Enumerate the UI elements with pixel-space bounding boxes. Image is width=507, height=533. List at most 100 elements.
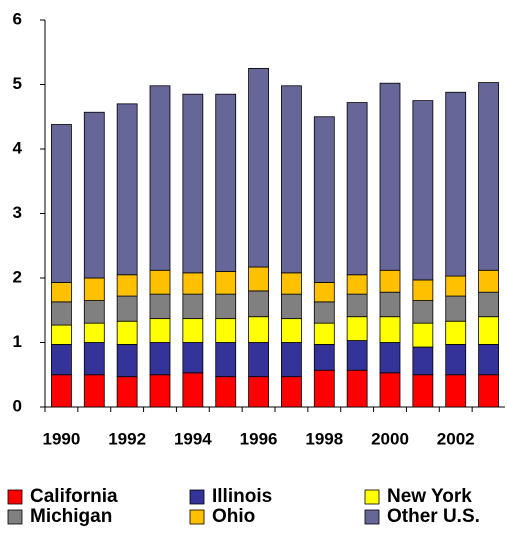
- bar-segment: [83, 111, 105, 279]
- bar-segment: [182, 372, 204, 408]
- bar-segment: [478, 316, 499, 345]
- bar-segment: [51, 124, 72, 283]
- legend-swatch: [7, 489, 23, 505]
- bar-segment: [346, 369, 368, 408]
- bar-segment: [149, 85, 171, 271]
- bar-segment: [478, 269, 499, 293]
- bar-segment: [379, 82, 401, 271]
- bar-segment: [83, 277, 105, 301]
- legend-label: Ohio: [212, 506, 255, 527]
- bar-segment: [149, 342, 171, 376]
- bar-segment: [379, 342, 401, 374]
- bar-segment: [445, 91, 467, 277]
- bar-segment: [346, 274, 368, 295]
- bar-segment: [412, 374, 434, 408]
- y-tick-label: 2: [13, 267, 22, 286]
- bar-segment: [83, 342, 105, 376]
- bar-segment: [116, 320, 138, 345]
- bar-segment: [149, 293, 171, 320]
- bar-segment: [83, 374, 105, 408]
- bar-segment: [313, 116, 335, 283]
- bar-segment: [248, 342, 269, 378]
- bar-segment: [281, 376, 302, 408]
- y-tick-label: 3: [13, 203, 22, 222]
- bar-segment: [116, 274, 138, 297]
- bar-segment: [445, 275, 467, 297]
- legend-swatch: [189, 509, 205, 525]
- bar-segment: [182, 93, 204, 274]
- bar-segment: [346, 102, 368, 276]
- bar-segment: [51, 344, 72, 376]
- bar-segment: [281, 272, 302, 295]
- bar-segment: [412, 300, 434, 324]
- bar-segment: [215, 271, 237, 295]
- bar-segment: [445, 374, 467, 408]
- bar-segment: [83, 300, 105, 324]
- legend-swatch: [189, 489, 205, 505]
- bar-segment: [281, 342, 302, 378]
- bar-segment: [412, 346, 434, 376]
- bar-segment: [281, 318, 302, 343]
- bar-segment: [248, 67, 269, 268]
- bar-segment: [182, 293, 204, 320]
- bar-segment: [149, 374, 171, 408]
- bar-segment: [379, 372, 401, 408]
- bar-segment: [281, 293, 302, 320]
- bar-segment: [248, 290, 269, 318]
- x-tick-label: 2002: [437, 429, 475, 448]
- bar-segment: [116, 295, 138, 322]
- bar-segment: [412, 100, 434, 281]
- bar-segment: [412, 279, 434, 301]
- bar-segment: [445, 295, 467, 322]
- legend-label: Michigan: [30, 506, 112, 527]
- legend-swatch: [7, 509, 23, 525]
- y-tick-label: 4: [13, 138, 23, 157]
- bar-segment: [478, 344, 499, 376]
- bar-segment: [116, 376, 138, 408]
- bar-segment: [51, 324, 72, 345]
- bar-segment: [313, 344, 335, 371]
- bar-segment: [215, 93, 237, 272]
- y-tick-label: 5: [13, 74, 22, 93]
- bar-segment: [248, 266, 269, 292]
- x-tick-label: 1992: [108, 429, 146, 448]
- bar-segment: [379, 269, 401, 293]
- x-tick-label: 1990: [43, 429, 81, 448]
- bar-segment: [149, 269, 171, 295]
- x-tick-label: 1998: [305, 429, 343, 448]
- bar-segment: [149, 318, 171, 343]
- y-tick-label: 6: [13, 9, 22, 28]
- bar-segment: [412, 322, 434, 348]
- legend-label: Illinois: [212, 486, 272, 507]
- bar-segment: [51, 374, 72, 408]
- bar-segment: [215, 293, 237, 320]
- legend-swatch: [364, 489, 380, 505]
- bar-segment: [346, 293, 368, 318]
- bar-segment: [215, 376, 237, 408]
- bar-segment: [215, 342, 237, 378]
- bar-segment: [445, 344, 467, 376]
- bar-segment: [445, 320, 467, 345]
- bar-segment: [215, 318, 237, 343]
- bar-segment: [478, 82, 499, 271]
- bar-segment: [248, 376, 269, 408]
- bar-segment: [346, 340, 368, 371]
- bar-segment: [182, 342, 204, 374]
- y-tick-label: 1: [13, 332, 22, 351]
- legend-label: California: [30, 486, 118, 507]
- bar-segment: [83, 322, 105, 343]
- bar-segment: [182, 318, 204, 343]
- bar-segment: [248, 316, 269, 343]
- bar-segment: [379, 316, 401, 343]
- bar-segment: [313, 282, 335, 303]
- bar-segment: [116, 103, 138, 276]
- x-tick-label: 1996: [240, 429, 278, 448]
- bar-segment: [51, 282, 72, 303]
- bar-segment: [478, 374, 499, 408]
- bar-segment: [313, 322, 335, 345]
- x-tick-label: 2000: [371, 429, 409, 448]
- bar-segment: [313, 301, 335, 324]
- legend-swatch: [364, 509, 380, 525]
- x-tick-label: 1994: [174, 429, 212, 448]
